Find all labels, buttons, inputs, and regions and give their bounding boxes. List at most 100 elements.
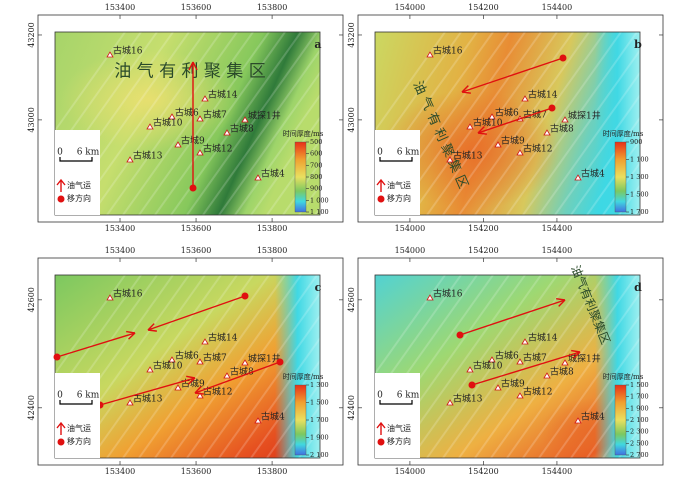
arrow-head <box>147 323 157 332</box>
map-panel: 154000 154000 154200 154200 154400 154400 4260… <box>347 246 700 476</box>
colorbar-tick-label: 1 700 <box>310 416 329 424</box>
map-texture <box>410 32 542 215</box>
arrow-origin <box>548 104 556 112</box>
map-texture <box>426 275 558 458</box>
colorbar-tick-label: 1 500 <box>310 399 329 407</box>
well-marker <box>196 358 204 365</box>
region-label: 油 气 有 利 聚 集 区 <box>114 62 265 82</box>
colorbar-tick-label: 900 <box>310 185 322 193</box>
well-label: 古城12 <box>523 386 552 398</box>
legend-arrow-head <box>56 178 66 186</box>
scale-zero: 0 <box>57 148 63 158</box>
well-marker <box>254 417 262 424</box>
well-marker <box>521 95 529 102</box>
scale-length: 6 km <box>77 391 100 401</box>
colorbar-tick-label: 500 <box>310 138 322 146</box>
well-label: 古城13 <box>133 393 163 405</box>
arrow-head <box>186 375 196 385</box>
arrow-head <box>556 298 566 307</box>
map-texture <box>375 275 462 398</box>
arrow-origin <box>53 353 61 361</box>
well-marker <box>426 294 434 301</box>
well-marker <box>201 338 209 345</box>
map-texture <box>538 71 640 215</box>
legend-text: 移方向 <box>67 193 91 203</box>
y-tick-label: 43000 <box>27 107 36 132</box>
map-texture <box>170 275 302 458</box>
scale-length: 6 km <box>397 148 420 158</box>
legend-text: 移方向 <box>67 436 91 446</box>
well-marker <box>543 129 551 136</box>
well-marker <box>446 156 454 163</box>
well-label: 古城13 <box>453 393 483 405</box>
well-marker <box>466 123 474 130</box>
arrow-origin <box>456 331 464 339</box>
well-label: 古城13 <box>453 150 483 162</box>
well-label: 古城8 <box>550 123 574 135</box>
map-texture <box>458 275 590 458</box>
map-texture <box>90 32 222 215</box>
map-texture <box>651 275 700 458</box>
colorbar-tick-label: 2 300 <box>630 428 649 436</box>
colorbar <box>294 384 307 456</box>
migration-arrow <box>459 299 566 336</box>
colorbar-tick-label: 1 700 <box>630 208 649 216</box>
x-tick-label: 154400 <box>542 246 573 255</box>
well-label: 古城14 <box>208 89 238 101</box>
well-marker <box>516 392 524 399</box>
well-marker <box>174 384 182 391</box>
colorbar-title: 时间厚度/ms <box>603 129 644 138</box>
map-texture <box>586 381 640 458</box>
colorbar-tick-label: 800 <box>310 173 322 181</box>
legend-dot <box>57 438 65 446</box>
scale-bar <box>379 157 413 162</box>
legend-dot <box>57 195 65 203</box>
panel-letter: b <box>634 38 642 51</box>
x-tick-label: 153400 <box>105 224 136 233</box>
well-marker <box>426 51 434 58</box>
legend-text: 油气运 <box>67 423 91 433</box>
well-marker <box>574 174 582 181</box>
well-label: 古城6 <box>495 107 519 119</box>
arrow-head <box>188 61 198 71</box>
y-tick-label: 42400 <box>27 395 36 420</box>
well-marker <box>488 113 496 120</box>
colorbar-tick-label: 900 <box>630 138 642 146</box>
scale-zero: 0 <box>377 148 383 158</box>
colorbar-tick-label: 1 300 <box>630 173 649 181</box>
arrow-origin <box>241 292 249 300</box>
colorbar-tick-label: 1 900 <box>310 434 329 442</box>
colorbar-tick-label: 2 700 <box>630 451 649 459</box>
map-texture <box>55 275 142 398</box>
arrow-head <box>126 330 136 340</box>
x-tick-label: 154200 <box>468 246 499 255</box>
map-texture <box>426 32 558 215</box>
well-marker <box>146 123 154 130</box>
y-tick-label: 42400 <box>347 395 356 420</box>
x-tick-label: 154400 <box>542 224 573 233</box>
map-texture <box>55 275 126 376</box>
well-marker <box>516 149 524 156</box>
colorbar-tick-label: 600 <box>310 150 322 158</box>
migration-arrow <box>194 361 281 394</box>
well-label: 古城14 <box>528 332 558 344</box>
map-texture <box>586 138 640 215</box>
well-label: 古城8 <box>230 123 254 135</box>
well-marker <box>446 399 454 406</box>
map-texture <box>506 32 638 215</box>
colorbar-title: 时间厚度/ms <box>283 129 324 138</box>
panel-frame <box>37 14 344 223</box>
map-texture <box>490 275 622 458</box>
map-texture <box>154 32 286 215</box>
x-tick-label: 153600 <box>181 467 212 476</box>
legend-text: 移方向 <box>387 193 411 203</box>
y-tick-label: 42600 <box>347 287 356 312</box>
map-texture <box>218 71 320 215</box>
map-texture <box>218 314 320 458</box>
well-label: 古城6 <box>175 350 199 362</box>
scale-zero: 0 <box>57 391 63 401</box>
well-marker <box>146 366 154 373</box>
arrow-head <box>194 386 204 395</box>
well-marker <box>126 399 134 406</box>
